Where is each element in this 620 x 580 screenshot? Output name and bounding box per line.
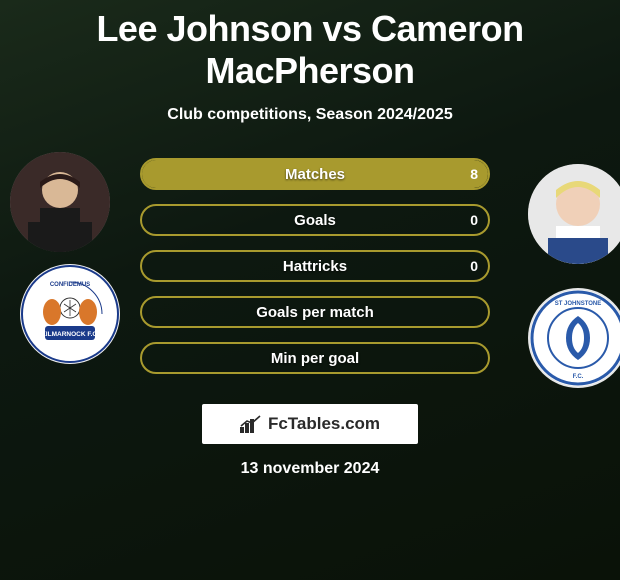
stat-label: Goals per match — [142, 298, 488, 326]
stat-label: Goals — [142, 206, 488, 234]
brand-badge: FcTables.com — [202, 404, 418, 444]
stat-row: Matches8 — [140, 158, 490, 190]
svg-text:ST JOHNSTONE: ST JOHNSTONE — [555, 301, 602, 307]
stat-value-right: 8 — [470, 160, 478, 188]
stat-label: Matches — [142, 160, 488, 188]
stat-row: Goals per match — [140, 296, 490, 328]
svg-text:CONFIDEMUS: CONFIDEMUS — [50, 282, 90, 288]
svg-text:KILMARNOCK F.C.: KILMARNOCK F.C. — [41, 331, 99, 338]
page-title: Lee Johnson vs Cameron MacPherson — [0, 0, 620, 92]
club-crest-icon: ST JOHNSTONE F.C. — [528, 288, 620, 388]
player-right-portrait — [528, 164, 620, 264]
brand-text: FcTables.com — [268, 414, 380, 434]
stat-row: Min per goal — [140, 342, 490, 374]
club-crest-icon: CONFIDEMUS KILMARNOCK F.C. — [20, 264, 120, 364]
svg-text:F.C.: F.C. — [573, 374, 584, 380]
stat-value-right: 0 — [470, 252, 478, 280]
chart-icon — [240, 415, 262, 433]
subtitle: Club competitions, Season 2024/2025 — [0, 106, 620, 124]
stat-label: Min per goal — [142, 344, 488, 372]
club-left-badge: CONFIDEMUS KILMARNOCK F.C. — [20, 264, 120, 364]
footer-date: 13 november 2024 — [0, 460, 620, 478]
stat-row: Hattricks0 — [140, 250, 490, 282]
player-left-portrait — [10, 152, 110, 252]
club-right-badge: ST JOHNSTONE F.C. — [528, 288, 620, 388]
stat-label: Hattricks — [142, 252, 488, 280]
comparison-bars: Matches8Goals0Hattricks0Goals per matchM… — [140, 158, 490, 388]
avatar-placeholder-icon — [10, 152, 110, 252]
stat-value-right: 0 — [470, 206, 478, 234]
stat-row: Goals0 — [140, 204, 490, 236]
avatar-placeholder-icon — [528, 164, 620, 264]
comparison-area: CONFIDEMUS KILMARNOCK F.C. ST JOHNSTONE … — [0, 152, 620, 392]
